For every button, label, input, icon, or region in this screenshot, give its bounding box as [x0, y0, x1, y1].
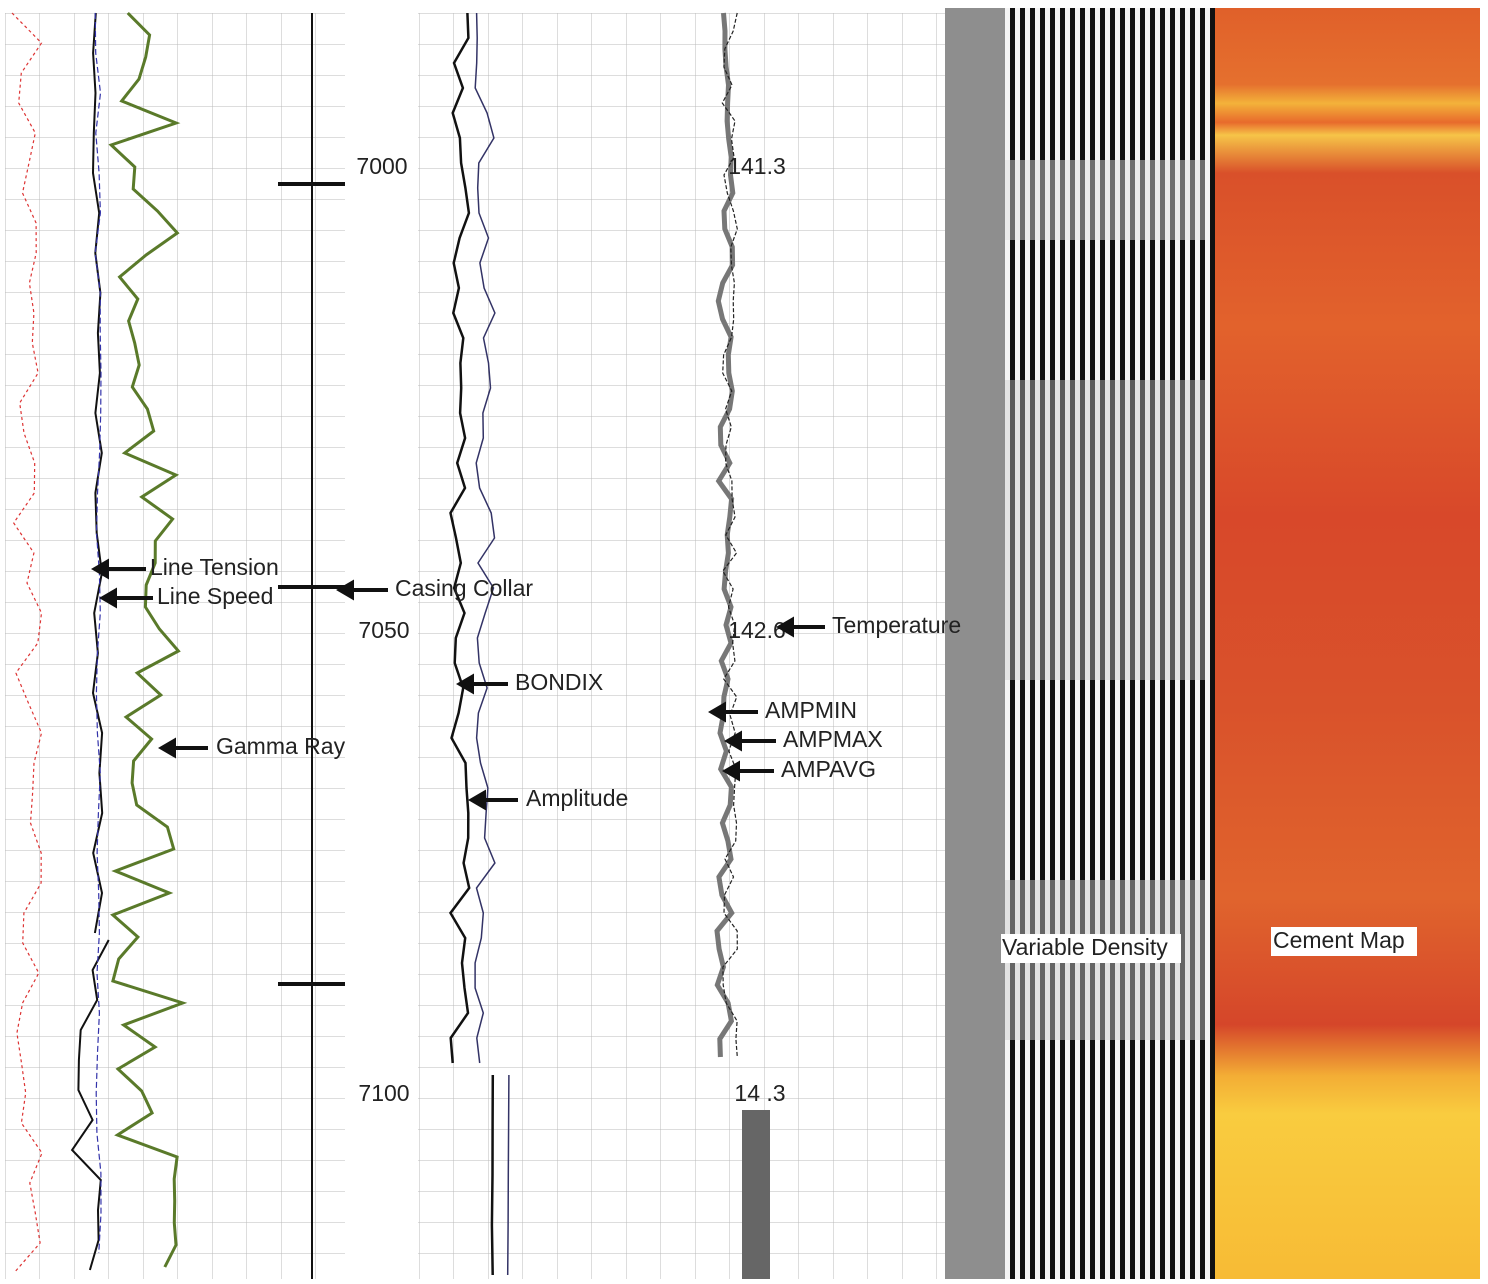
speed-curve: [11, 12, 43, 1274]
temperature-label: 14 .3: [734, 1080, 785, 1106]
cement-map: [1215, 8, 1480, 1279]
depth-label: 7050: [358, 617, 409, 643]
amp-bottom: [742, 1110, 770, 1279]
track-title: Cement Map: [1273, 927, 1405, 953]
annotation: Line Speed: [157, 583, 273, 609]
arrows: [91, 558, 825, 811]
amplitude-curve: [474, 12, 496, 1064]
line-speed-curve: [94, 12, 102, 1254]
annotation: Amplitude: [526, 785, 628, 811]
vdl-noise: [1005, 380, 1205, 680]
vdl-noise: [1005, 160, 1205, 240]
bondix-curve-bottom: [490, 1074, 495, 1276]
annotation: Gamma Ray: [216, 733, 346, 759]
label-box: [1001, 934, 1181, 963]
gamma-ray-curve: [108, 11, 188, 1268]
track-title: Variable Density: [1002, 934, 1168, 960]
depth-label: 7000: [356, 153, 407, 179]
curves: [11, 11, 770, 1279]
amplitude-curve-bottom: [506, 1074, 510, 1276]
label-box: [1271, 927, 1417, 956]
temperature-label: 141.3: [728, 153, 786, 179]
line-tension-curve-lower: [70, 939, 110, 1271]
temperature-label: 142.6: [728, 617, 786, 643]
annotation: Line Tension: [150, 554, 279, 580]
annotation: BONDIX: [515, 669, 603, 695]
amp-curve-edge: [721, 12, 738, 1058]
annotation: Temperature: [832, 612, 961, 638]
annotation: AMPMIN: [765, 697, 857, 723]
bondix-curve: [449, 12, 471, 1064]
variable-density: [1005, 8, 1215, 1279]
depth-label: 7100: [358, 1080, 409, 1106]
vdl-margin: [945, 8, 1005, 1279]
amp-curve: [714, 12, 736, 1058]
annotation: Casing Collar: [395, 575, 533, 601]
track-2-grid: [418, 13, 945, 1279]
annotation: AMPMAX: [783, 726, 883, 752]
annotation: AMPAVG: [781, 756, 876, 782]
casing-collar-marks: [278, 182, 345, 986]
